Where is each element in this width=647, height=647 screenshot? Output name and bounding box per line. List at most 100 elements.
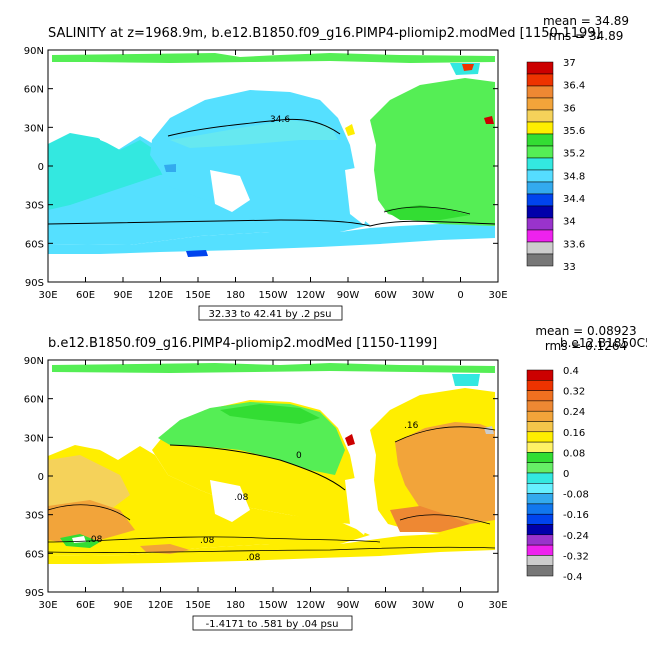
difference-map-svg: b.e12.B1850.f09_g16.PIMP4-pliomip2.modMe… [24,324,647,631]
range-label: -1.4171 to .581 by .04 psu [206,619,339,630]
colorbar-label: 0.08 [563,448,585,459]
lat-tick-label: 30N [24,123,44,134]
colorbar-swatch [526,452,554,463]
colorbar-label: -0.16 [563,510,589,521]
lon-tick-label: 60W [374,290,397,301]
colorbar-label: -0.24 [563,531,589,542]
colorbar-label: 0.4 [563,366,579,377]
lat-tick-label: 60S [25,549,44,560]
lon-tick-label: 90W [337,600,360,611]
lon-tick-label: 90W [337,290,360,301]
colorbar-swatch [526,109,554,123]
colorbar-label: 33 [563,262,576,273]
colorbar-swatch [526,565,554,577]
colorbar-label: 0 [563,469,569,480]
colorbar-swatch [526,121,554,135]
colorbar-swatch [526,73,554,87]
colorbar-swatch [526,61,554,75]
lat-tick-label: 90N [24,356,44,367]
lon-tick-label: 30E [38,290,57,301]
colorbar-label: 34.4 [563,194,585,205]
contour-label: .08 [234,493,249,503]
mean-label: mean = 34.89 [543,14,629,28]
colorbar: 37 36.4 36 35.6 35.2 34.8 34.4 34 33.6 33 [526,58,585,273]
colorbar-label: 0.16 [563,428,585,439]
colorbar-label: 34.8 [563,171,585,182]
lat-tick-label: 0 [38,472,44,483]
rms-label: rms = 34.89 [549,29,624,43]
lon-tick-label: 0 [457,600,463,611]
colorbar-swatch [526,483,554,494]
colorbar-swatch [526,193,554,207]
lat-tick-label: 60S [25,239,44,250]
lon-tick-label: 60E [76,600,95,611]
lon-tick-label: 0 [457,290,463,301]
contour-label: 0 [296,451,302,461]
range-label: 32.33 to 42.41 by .2 psu [209,309,332,320]
lon-tick-label: 30E [488,290,507,301]
longitude-axis: 30E 60E 90E 120E 150E 180 150W 120W 90W 60W 30W 0 30… [38,360,508,611]
colorbar-swatch [526,380,554,391]
latitude-axis: 90N 60N 30N 0 30S 60S 90S [24,356,498,599]
map-title: b.e12.B1850.f09_g16.PIMP4-pliomip2.modMe… [48,336,437,351]
lon-tick-label: 120W [296,600,325,611]
lat-tick-label: 30N [24,433,44,444]
lat-tick-label: 90S [25,278,44,289]
colorbar-label: 33.6 [563,239,585,250]
lon-tick-label: 90E [113,600,132,611]
colorbar-swatch [526,421,554,433]
contour-label: .08 [88,535,103,545]
contour-label: 34.6 [270,115,290,125]
lon-tick-label: 150W [259,600,288,611]
colorbar-label: -0.32 [563,551,589,562]
lon-tick-label: 60W [374,600,397,611]
colorbar-swatch [526,253,554,267]
map-title: SALINITY at z=1968.9m, b.e12.B1850.f09_g… [48,26,601,41]
colorbar-swatch [526,85,554,99]
colorbar-swatch [526,133,554,147]
latitude-axis: 90N 60N 30N 0 30S 60S 90S [24,46,498,289]
colorbar-swatch [526,205,554,219]
colorbar-swatch [526,472,554,484]
lat-tick-label: 90S [25,588,44,599]
salinity-map-svg: SALINITY at z=1968.9m, b.e12.B1850.f09_g… [24,14,629,321]
colorbar-swatch [526,400,554,412]
colorbar-swatch [526,229,554,243]
colorbar-swatch [526,555,554,566]
colorbar-swatch [526,513,554,525]
colorbar-swatch [526,410,554,422]
colorbar-label: 37 [563,58,576,69]
colorbar-swatch [526,157,554,171]
colorbar-label: 0.32 [563,387,585,398]
colorbar-label: 36 [563,103,576,114]
colorbar-label: 35.6 [563,126,585,137]
lon-tick-label: 30E [488,600,507,611]
lat-tick-label: 30S [25,511,44,522]
colorbar-label: 34 [563,217,576,228]
colorbar-swatch [526,534,554,546]
map-area: 0 .16 .08 .08 .08 .08 [47,359,499,593]
colorbar-swatch [526,431,554,443]
colorbar-swatch [526,441,554,453]
lon-tick-label: 90E [113,290,132,301]
colorbar-swatch [526,241,554,255]
lat-tick-label: 60N [24,85,44,96]
lon-tick-label: 180 [226,600,245,611]
lat-tick-label: 0 [38,162,44,173]
colorbar-swatch [526,390,554,402]
lon-tick-label: 30E [38,600,57,611]
lat-tick-label: 60N [24,395,44,406]
colorbar-swatch [526,524,554,536]
colorbar-label: 0.24 [563,407,585,418]
colorbar-swatch [526,169,554,183]
lon-tick-label: 180 [226,290,245,301]
colorbar-swatch [526,145,554,159]
colorbar: 0.4 0.32 0.24 0.16 0.08 0 -0.08 -0.16 -0.24 -0.32… [526,366,589,583]
colorbar-swatch [526,181,554,195]
mean-label: mean = 0.08923 [535,324,636,338]
rms-label: rms = 0.1264 [545,339,627,353]
lon-tick-label: 120E [148,290,173,301]
colorbar-label: 35.2 [563,149,585,160]
colorbar-swatch [526,493,554,505]
colorbar-swatch [526,97,554,111]
